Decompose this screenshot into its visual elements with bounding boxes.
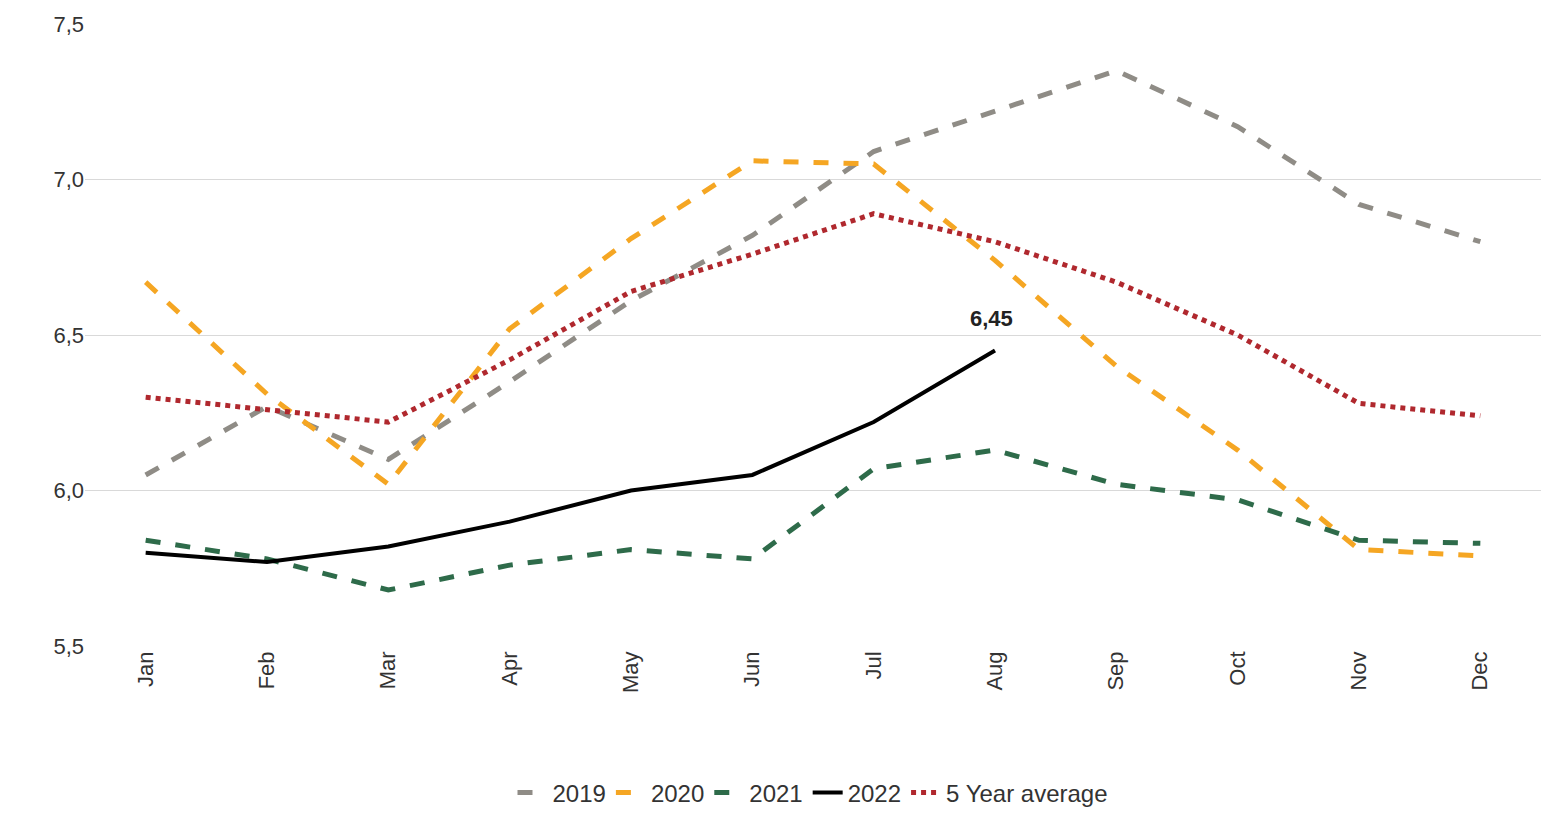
svg-text:6,0: 6,0 xyxy=(53,478,84,503)
svg-text:Nov: Nov xyxy=(1346,651,1371,690)
svg-text:7,0: 7,0 xyxy=(53,167,84,192)
svg-text:Feb: Feb xyxy=(254,651,279,689)
svg-text:5 Year average: 5 Year average xyxy=(946,780,1107,807)
svg-text:Apr: Apr xyxy=(497,651,522,685)
svg-text:2022: 2022 xyxy=(848,780,901,807)
svg-text:2019: 2019 xyxy=(553,780,606,807)
svg-text:Mar: Mar xyxy=(375,651,400,689)
svg-text:2021: 2021 xyxy=(749,780,802,807)
svg-text:2020: 2020 xyxy=(651,780,704,807)
svg-text:Aug: Aug xyxy=(982,651,1007,690)
svg-text:6,45: 6,45 xyxy=(970,306,1013,331)
svg-text:Jan: Jan xyxy=(133,651,158,686)
svg-text:Jul: Jul xyxy=(861,651,886,679)
svg-text:7,5: 7,5 xyxy=(53,12,84,37)
svg-text:Oct: Oct xyxy=(1225,651,1250,685)
svg-text:6,5: 6,5 xyxy=(53,323,84,348)
svg-text:Jun: Jun xyxy=(739,651,764,686)
svg-text:May: May xyxy=(618,651,643,693)
svg-text:5,5: 5,5 xyxy=(53,634,84,659)
svg-text:Sep: Sep xyxy=(1103,651,1128,690)
svg-text:Dec: Dec xyxy=(1467,651,1492,690)
